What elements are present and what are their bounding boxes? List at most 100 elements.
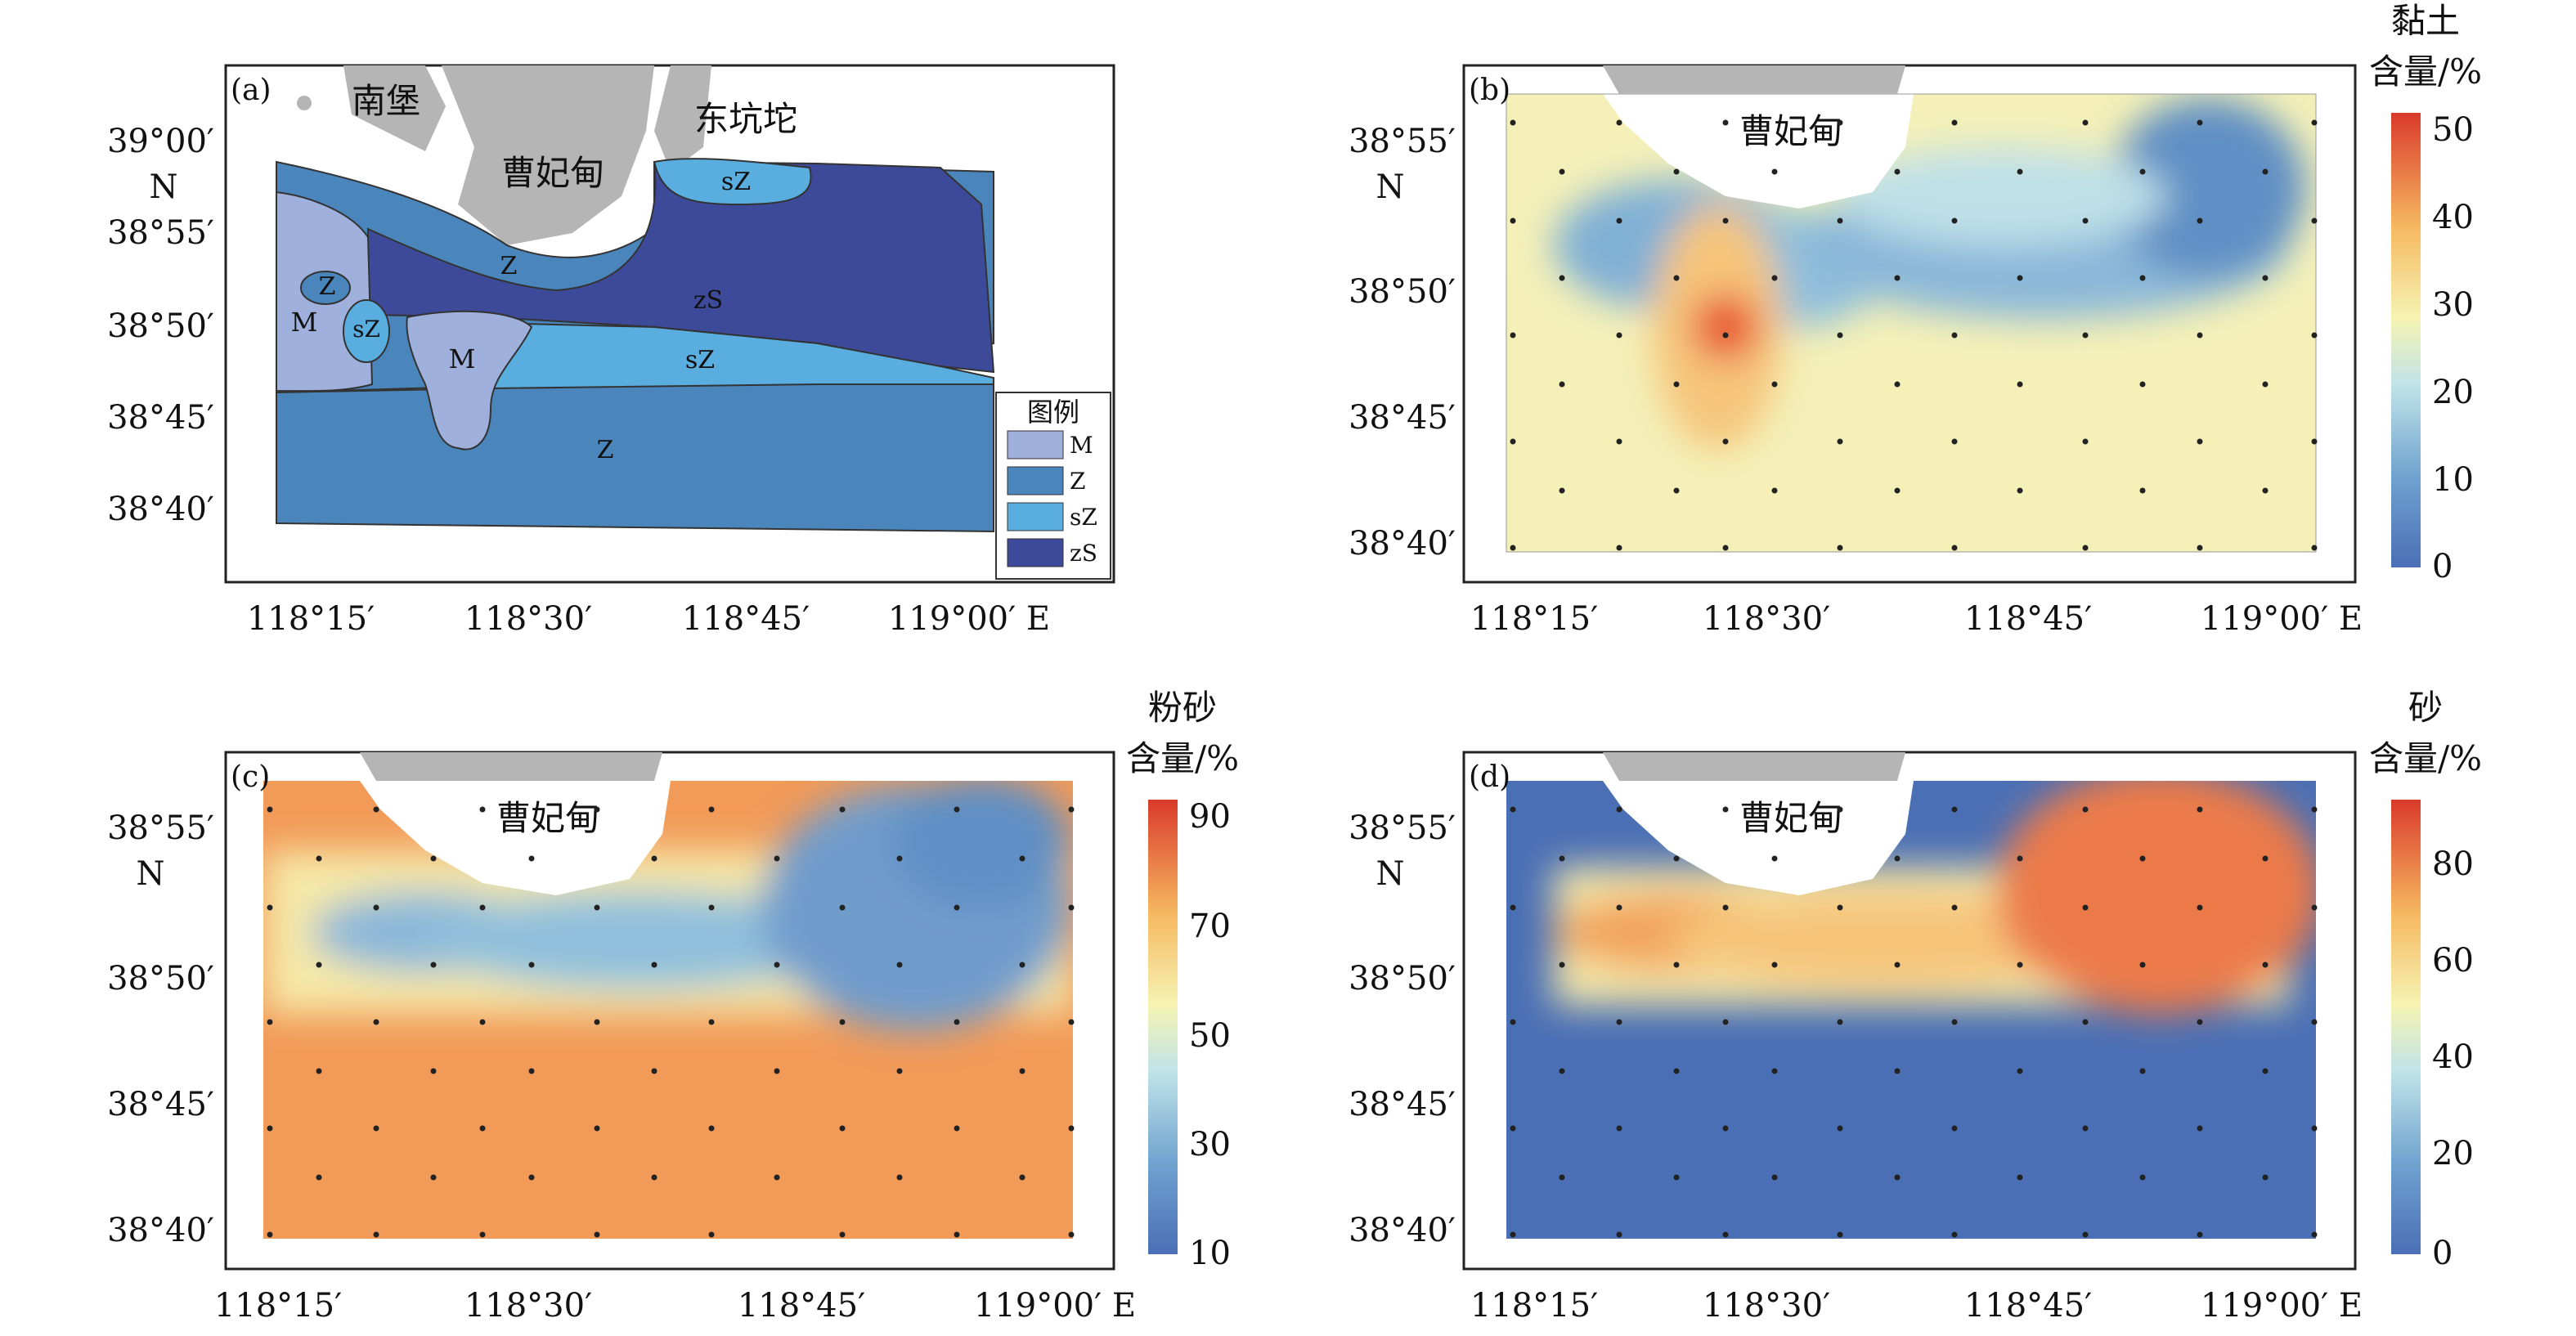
bar-b-title1: 黏土 [2391, 1, 2460, 41]
b-lon-4: 119°00′ E [2201, 600, 2363, 638]
bar-b-tick-10: 10 [2432, 461, 2474, 499]
station-dot [1510, 545, 1516, 551]
station-dot [1019, 855, 1025, 862]
station-dot [774, 855, 780, 862]
station-dot [839, 806, 846, 813]
zone-label-zs: zS [693, 286, 723, 315]
station-dot [1894, 962, 1901, 968]
panel-b: 曹妃甸 (b) 黏土 含量/% 50 40 30 20 10 0 38°55′ … [1349, 1, 2482, 638]
station-dot [2082, 1231, 2089, 1238]
station-dot [1837, 545, 1843, 551]
station-dot [1510, 217, 1516, 224]
panel-d: 曹妃甸 (d) 砂 含量/% 80 60 40 20 0 38°55′ N 38… [1349, 688, 2482, 1325]
station-dot [708, 1125, 715, 1132]
d-lon-4: 119°00′ E [2201, 1287, 2363, 1325]
d-lat-50: 38°50′ [1349, 960, 1456, 998]
station-dot [2017, 381, 2023, 388]
station-dot [1894, 168, 1901, 175]
station-dot [2082, 545, 2089, 551]
station-dot [2139, 381, 2146, 388]
station-dot [1616, 332, 1622, 338]
station-dot [430, 855, 437, 862]
station-dot [896, 1174, 903, 1181]
bar-d-tick-20: 20 [2432, 1135, 2474, 1172]
station-dot [2311, 1125, 2318, 1132]
bar-b-tick-50: 50 [2432, 111, 2474, 149]
station-dot [2139, 487, 2146, 494]
land-nanpu [343, 65, 446, 151]
c-lon-1: 118°15′ [214, 1287, 342, 1325]
station-dot [1771, 275, 1778, 281]
station-dot [1771, 381, 1778, 388]
station-dot [2197, 806, 2203, 813]
station-dot [1559, 1174, 1565, 1181]
station-dot [2262, 1068, 2269, 1074]
c-lon-3: 118°45′ [738, 1287, 865, 1325]
zone-label-m2: M [449, 343, 476, 374]
station-dot [1722, 1019, 1729, 1025]
land-caofeidian [442, 65, 654, 245]
d-lon-2: 118°30′ [1703, 1287, 1830, 1325]
a-lon-1: 118°15′ [247, 600, 375, 638]
a-lat-50: 38°50′ [107, 307, 214, 345]
station-dot [373, 1019, 379, 1025]
station-dot [1722, 806, 1729, 813]
bar-b-title2: 含量/% [2369, 52, 2482, 92]
station-dot [1837, 904, 1843, 911]
station-dot [2082, 1125, 2089, 1132]
station-dot [2139, 275, 2146, 281]
stations-b [1510, 119, 2318, 551]
station-dot [1722, 904, 1729, 911]
stations-d [1510, 806, 2318, 1238]
station-dot [2197, 438, 2203, 445]
station-dot [1894, 381, 1901, 388]
station-dot [1771, 855, 1778, 862]
station-dot [1559, 962, 1565, 968]
station-dot [1510, 1019, 1516, 1025]
station-dot [2197, 332, 2203, 338]
a-lat-55: 38°55′ [107, 214, 214, 252]
station-dot [1837, 806, 1843, 813]
station-dot [839, 1231, 846, 1238]
c-lat-40: 38°40′ [107, 1212, 214, 1249]
bar-c-tick-90: 90 [1189, 798, 1231, 836]
station-dot [1951, 119, 1958, 126]
bar-d-tick-40: 40 [2432, 1038, 2474, 1076]
station-dot [2311, 217, 2318, 224]
station-dot [2262, 1174, 2269, 1181]
station-dot [708, 904, 715, 911]
bar-c-title2: 含量/% [1126, 738, 1239, 778]
station-dot [2017, 168, 2023, 175]
station-dot [2082, 1019, 2089, 1025]
station-dot [2262, 962, 2269, 968]
legend-label-z: Z [1070, 468, 1085, 495]
station-dot [528, 1068, 535, 1074]
bar-b-tick-0: 0 [2432, 548, 2453, 585]
station-dot [839, 904, 846, 911]
place-dongkengtuo: 东坑坨 [694, 99, 797, 139]
zone-Z-islet [300, 271, 351, 305]
station-dot [1837, 438, 1843, 445]
station-dot [954, 1125, 960, 1132]
station-dot [2139, 855, 2146, 862]
bar-c-tick-30: 30 [1189, 1126, 1231, 1163]
legend-label-sz: sZ [1070, 504, 1097, 531]
station-dot [2197, 119, 2203, 126]
station-dot [316, 962, 322, 968]
station-dot [651, 855, 657, 862]
station-dot [2082, 806, 2089, 813]
place-caofeidian-d: 曹妃甸 [1739, 798, 1842, 838]
station-dot [1771, 962, 1778, 968]
b-lon-3: 118°45′ [1964, 600, 2092, 638]
bar-d-tick-60: 60 [2432, 942, 2474, 980]
bar-d-tick-0: 0 [2432, 1235, 2453, 1272]
station-dot [1951, 1019, 1958, 1025]
station-dot [1722, 119, 1729, 126]
zone-sZ-top [653, 158, 812, 206]
station-dot [373, 904, 379, 911]
station-dot [1673, 1068, 1680, 1074]
station-dot [1951, 438, 1958, 445]
station-dot [1616, 1019, 1622, 1025]
station-dot [774, 1174, 780, 1181]
station-dot [1951, 904, 1958, 911]
